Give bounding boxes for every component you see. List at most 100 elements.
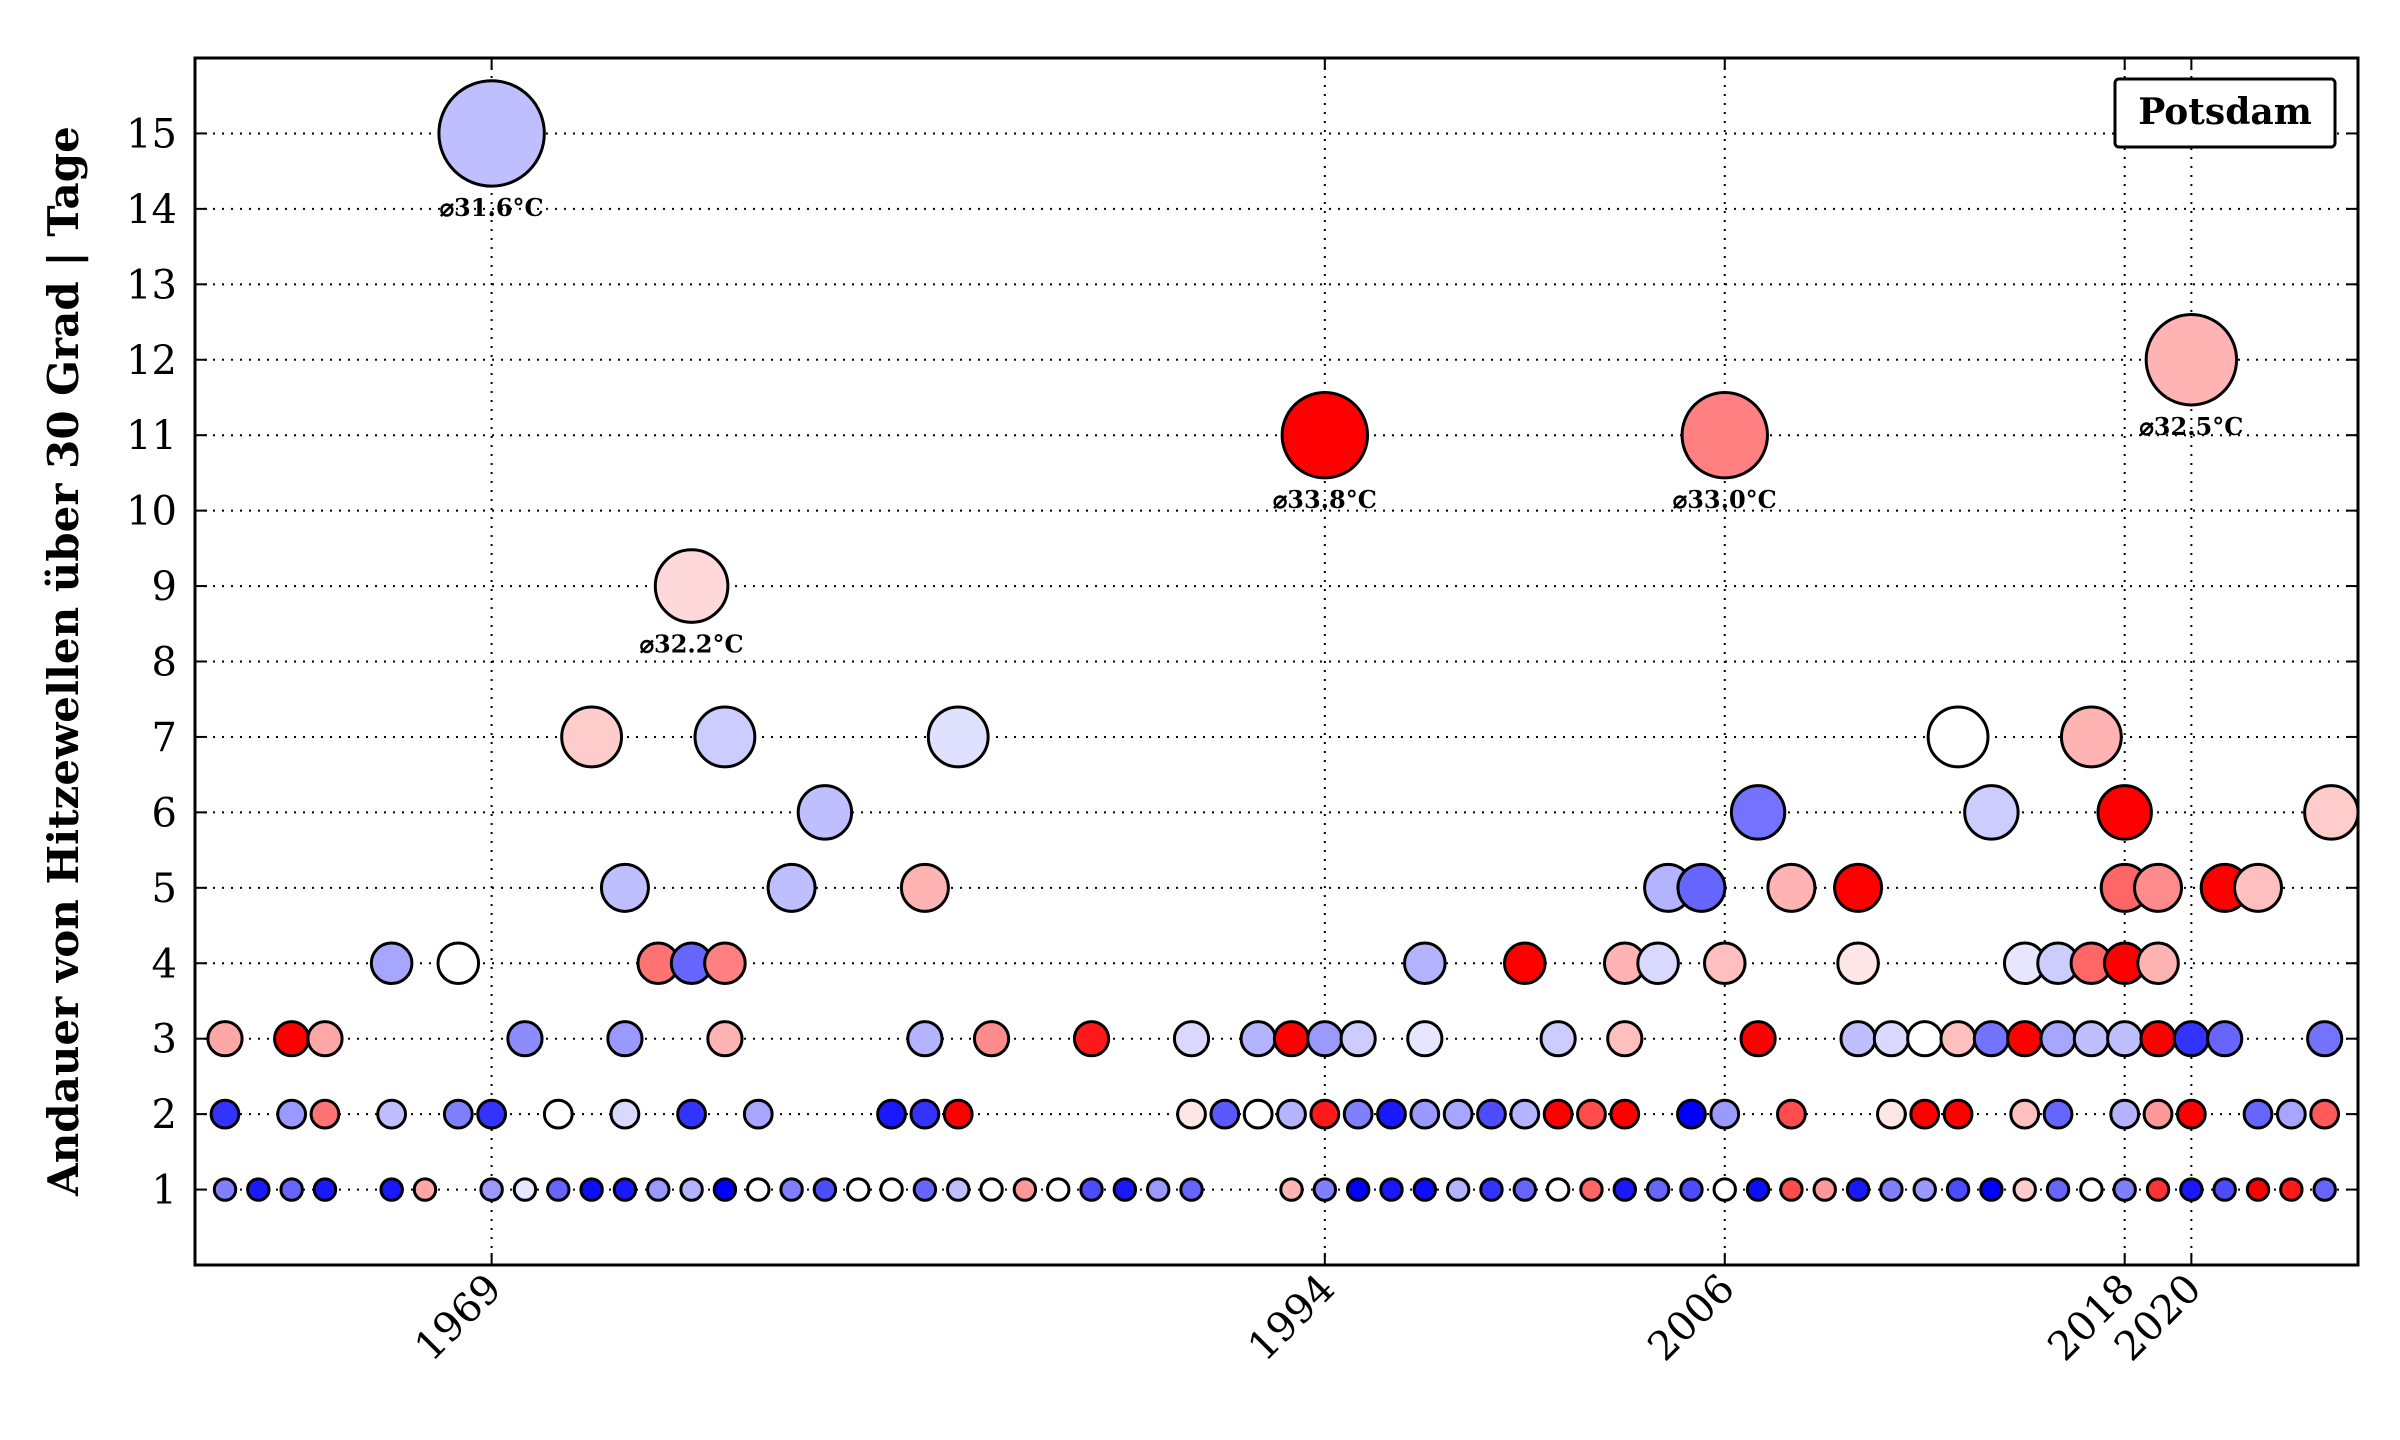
y-tick-label: 4 xyxy=(152,941,177,987)
data-point xyxy=(2242,1098,2274,1130)
data-point xyxy=(926,705,990,769)
data-point xyxy=(2142,1098,2174,1130)
grid-lines xyxy=(195,58,2358,1265)
x-tick-label: 1994 xyxy=(1239,1266,1344,1371)
data-point xyxy=(1712,1177,1737,1202)
data-point xyxy=(2096,784,2153,841)
data-point xyxy=(1909,1098,1941,1130)
data-point xyxy=(2136,941,2180,986)
data-point xyxy=(1680,390,1769,480)
data-point xyxy=(2045,1177,2071,1202)
data-point xyxy=(972,1020,1011,1058)
data-point xyxy=(766,862,817,913)
data-point xyxy=(796,784,854,841)
data-point xyxy=(876,1098,907,1130)
data-label: ⌀33.0°C xyxy=(1673,485,1777,514)
data-point xyxy=(212,1177,238,1202)
data-point xyxy=(1512,1177,1537,1202)
data-point xyxy=(2139,1020,2177,1058)
plot-frame xyxy=(193,56,2360,1267)
data-point xyxy=(2133,862,2184,913)
y-tick-label: 13 xyxy=(126,262,177,308)
data-point xyxy=(2009,1098,2041,1130)
data-point xyxy=(2106,1020,2144,1058)
legend-box xyxy=(2113,77,2337,149)
data-point xyxy=(706,1020,744,1058)
data-point xyxy=(560,705,624,769)
data-point xyxy=(2112,1177,2137,1202)
data-point xyxy=(1145,1177,1171,1202)
data-point xyxy=(437,79,546,188)
data-point xyxy=(1609,1098,1641,1130)
data-point xyxy=(1476,1098,1507,1130)
data-point xyxy=(1636,941,1680,986)
data-point xyxy=(1979,1177,2004,1202)
data-point xyxy=(369,941,414,986)
data-point xyxy=(306,1020,344,1058)
data-point xyxy=(1379,1177,1404,1202)
data-point xyxy=(1539,1020,1577,1058)
data-point xyxy=(2079,1177,2104,1202)
data-point xyxy=(542,1098,574,1130)
data-point xyxy=(2059,705,2123,769)
legend-label: Potsdam xyxy=(2138,91,2312,133)
data-point xyxy=(746,1177,771,1202)
data-point xyxy=(1479,1177,1504,1202)
data-point xyxy=(312,1177,338,1202)
data-point xyxy=(1833,862,1884,913)
data-point xyxy=(606,1020,644,1058)
data-point xyxy=(1776,1098,1807,1130)
data-point xyxy=(1779,1177,1804,1202)
data-point xyxy=(273,1020,311,1058)
data-point xyxy=(1279,1177,1304,1202)
data-point xyxy=(1836,941,1880,986)
data-label: ⌀32.5°C xyxy=(2139,412,2243,441)
data-point xyxy=(1276,1098,1307,1130)
y-tick-label: 9 xyxy=(152,564,177,610)
data-point xyxy=(1442,1098,1474,1130)
data-label: ⌀32.2°C xyxy=(640,629,744,658)
data-point xyxy=(1046,1177,1071,1202)
data-point xyxy=(1179,1177,1204,1202)
data-point xyxy=(436,941,481,986)
data-point xyxy=(412,1177,438,1202)
data-point xyxy=(1879,1177,1904,1202)
data-point xyxy=(979,1177,1004,1202)
data-point xyxy=(676,1098,707,1130)
data-point xyxy=(1079,1177,1104,1202)
data-point xyxy=(1939,1020,1977,1058)
data-point xyxy=(612,1177,638,1202)
data-point xyxy=(2312,1177,2337,1202)
data-point xyxy=(2175,1098,2207,1130)
data-point xyxy=(879,1177,904,1202)
data-point xyxy=(476,1098,508,1130)
data-point xyxy=(2072,1020,2110,1058)
y-tick-label: 6 xyxy=(152,790,177,836)
data-point xyxy=(279,1177,304,1202)
data-point xyxy=(846,1177,871,1202)
data-point xyxy=(2306,1020,2344,1058)
data-point xyxy=(2145,1177,2171,1202)
data-point xyxy=(1403,941,1447,986)
data-point xyxy=(2233,862,2284,913)
data-point xyxy=(2006,1020,2044,1058)
y-tick-label: 8 xyxy=(152,640,177,686)
data-point xyxy=(2206,1020,2244,1058)
data-point xyxy=(1376,1098,1407,1130)
data-point xyxy=(1739,1020,1777,1058)
data-label: ⌀33.8°C xyxy=(1273,485,1377,514)
data-point xyxy=(2279,1177,2304,1202)
data-point xyxy=(742,1098,774,1130)
data-point xyxy=(1945,1177,1971,1202)
data-point xyxy=(1926,705,1990,769)
data-point xyxy=(2144,313,2239,407)
data-point xyxy=(1345,1177,1371,1202)
data-point xyxy=(546,1177,571,1202)
y-tick-label: 10 xyxy=(126,489,177,535)
data-point xyxy=(512,1177,538,1202)
data-point xyxy=(1709,1098,1741,1130)
data-point xyxy=(1972,1020,2010,1058)
data-point xyxy=(1409,1098,1441,1130)
data-point xyxy=(1839,1020,1877,1058)
